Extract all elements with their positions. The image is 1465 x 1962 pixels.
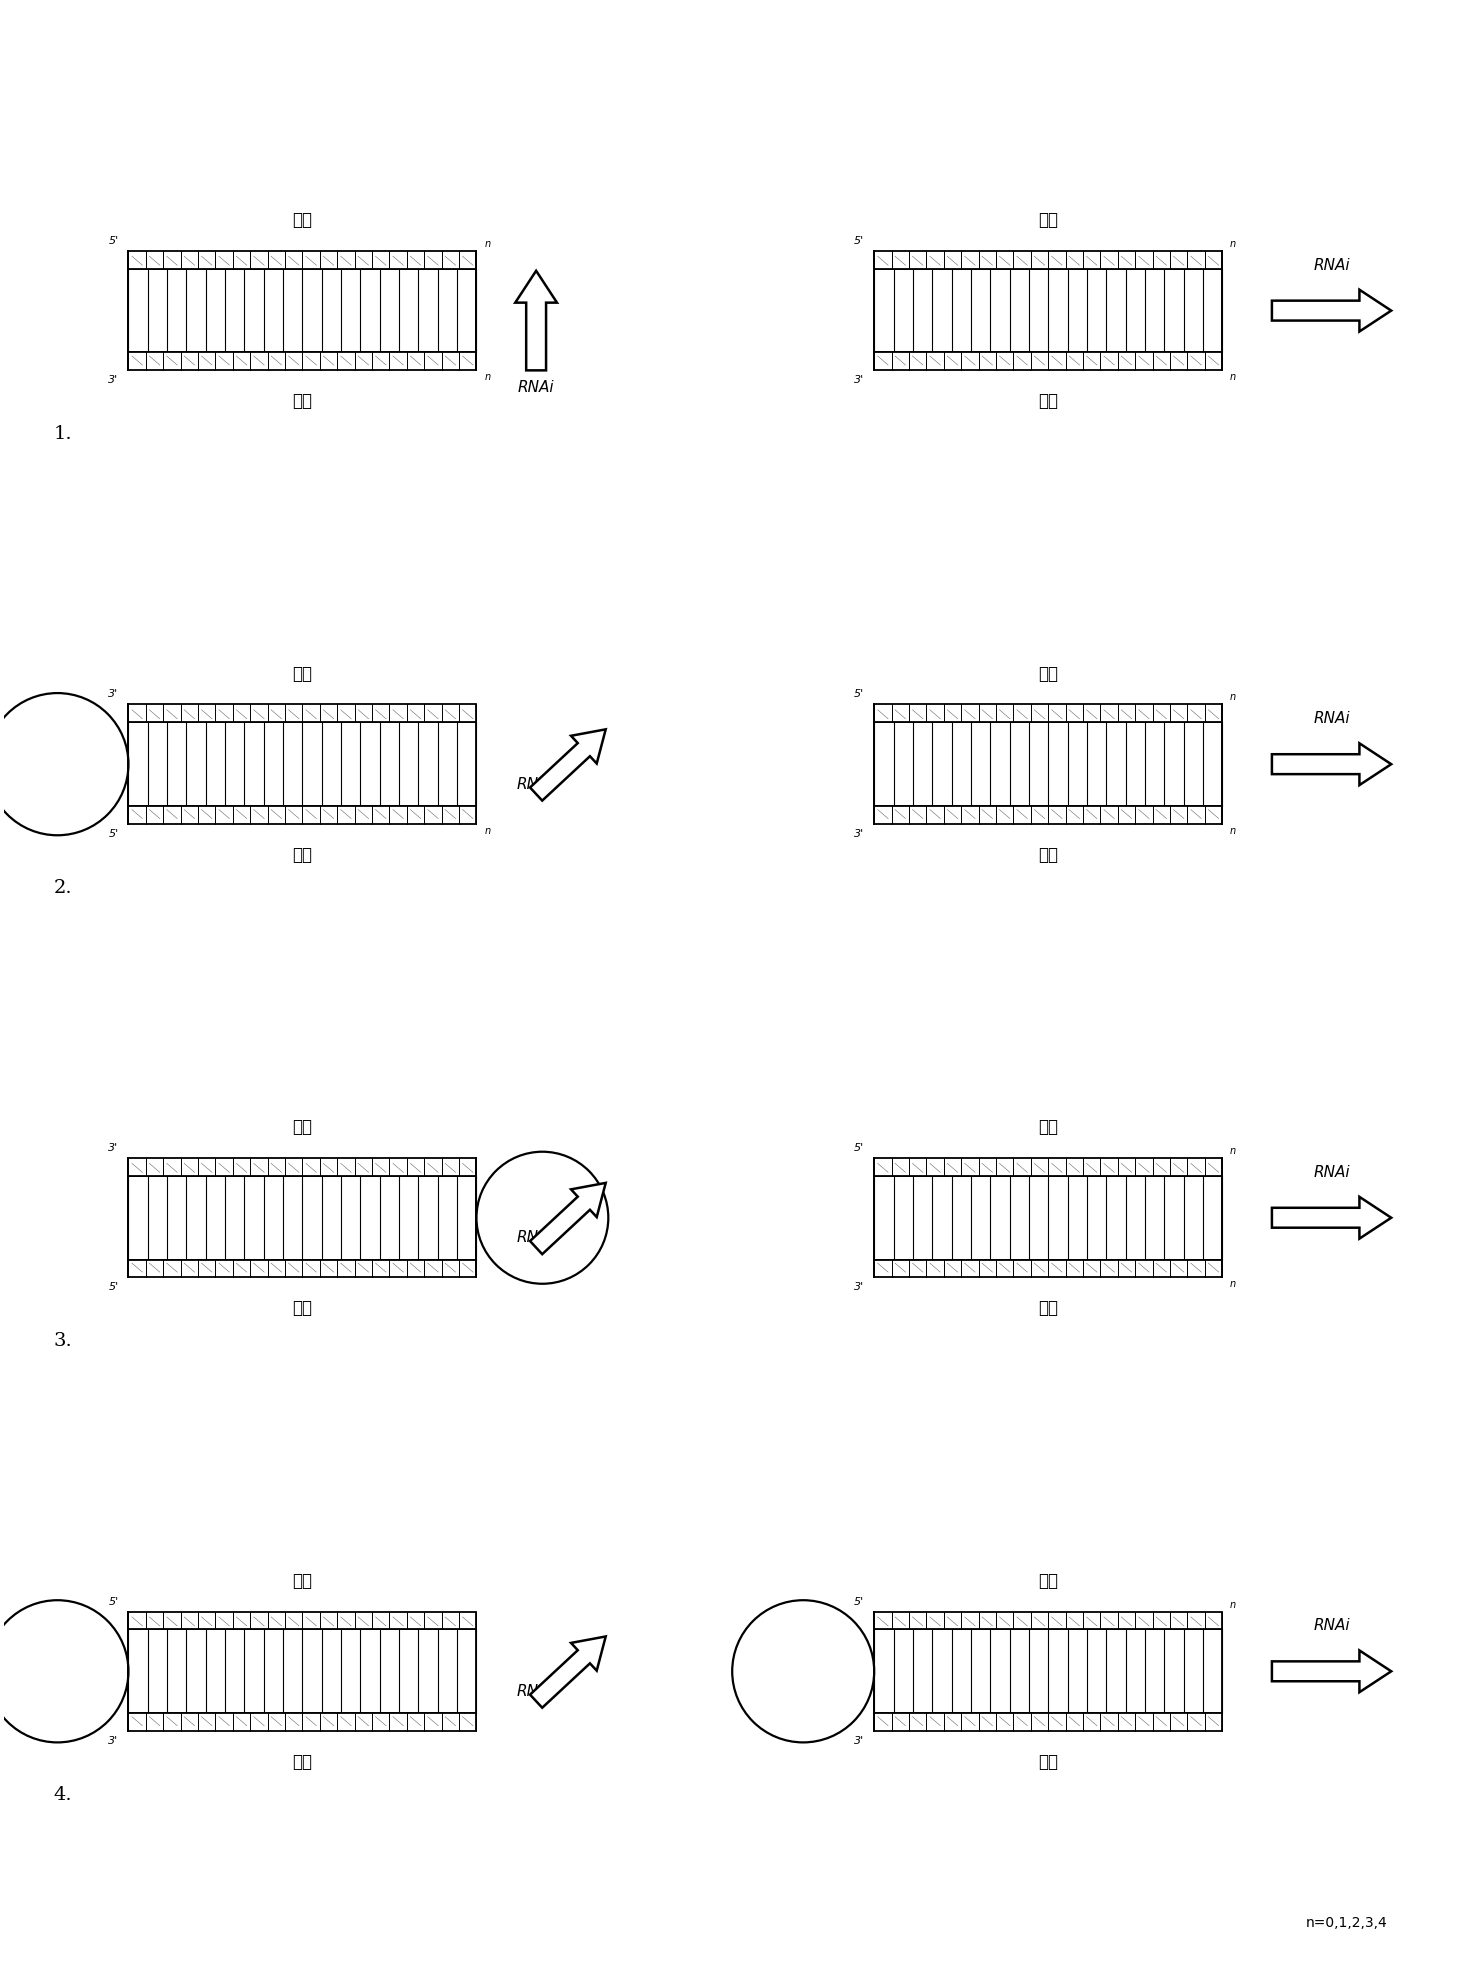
FancyArrow shape: [1272, 1197, 1392, 1238]
Bar: [129, 704, 476, 722]
Bar: [129, 722, 476, 806]
Text: 3': 3': [108, 1736, 119, 1746]
Text: RNAi: RNAi: [1313, 1165, 1349, 1179]
FancyArrow shape: [1272, 1650, 1392, 1691]
Text: 2.: 2.: [54, 879, 72, 897]
Text: 5': 5': [854, 1144, 864, 1154]
Text: 反义: 反义: [1039, 1299, 1058, 1317]
Text: 3': 3': [854, 375, 864, 385]
Text: 有义: 有义: [1039, 1572, 1058, 1589]
Text: RNAi: RNAi: [1313, 712, 1349, 726]
Bar: [875, 1611, 1222, 1630]
Text: 5': 5': [108, 828, 119, 840]
Text: n: n: [1231, 239, 1236, 249]
Text: 3': 3': [854, 1736, 864, 1746]
Text: 5': 5': [108, 235, 119, 245]
Bar: [129, 806, 476, 824]
Bar: [875, 269, 1222, 353]
Bar: [875, 722, 1222, 806]
Bar: [129, 251, 476, 269]
Text: 反义: 反义: [1039, 846, 1058, 863]
Text: 1.: 1.: [54, 426, 72, 443]
Text: n=0,1,2,3,4: n=0,1,2,3,4: [1305, 1917, 1387, 1931]
Bar: [129, 1158, 476, 1175]
Text: RNAi: RNAi: [1313, 1619, 1349, 1634]
Text: 反义: 反义: [293, 846, 312, 863]
Bar: [875, 1260, 1222, 1277]
Text: 有义: 有义: [293, 1572, 312, 1589]
Text: n: n: [485, 373, 491, 383]
Text: 有义: 有义: [293, 1118, 312, 1136]
Text: 5': 5': [854, 1597, 864, 1607]
Text: 3': 3': [854, 1283, 864, 1293]
Text: 3': 3': [108, 689, 119, 698]
FancyArrow shape: [516, 271, 557, 371]
Text: 5': 5': [854, 235, 864, 245]
FancyArrow shape: [530, 1183, 605, 1254]
Text: n: n: [1231, 1146, 1236, 1156]
Bar: [875, 1175, 1222, 1260]
FancyArrow shape: [530, 1636, 605, 1707]
Text: 反义: 反义: [1039, 392, 1058, 410]
Bar: [129, 353, 476, 371]
Bar: [129, 1713, 476, 1730]
FancyArrow shape: [1272, 290, 1392, 332]
Text: 3.: 3.: [54, 1332, 73, 1350]
Bar: [129, 269, 476, 353]
FancyArrow shape: [1272, 744, 1392, 785]
Bar: [129, 1611, 476, 1630]
Text: 5': 5': [854, 689, 864, 698]
Text: n: n: [1231, 1279, 1236, 1289]
Text: RNAi: RNAi: [516, 1230, 552, 1246]
Text: 有义: 有义: [293, 665, 312, 683]
Text: n: n: [485, 826, 491, 836]
Text: 反义: 反义: [293, 1299, 312, 1317]
Text: 有义: 有义: [1039, 1118, 1058, 1136]
Text: 3': 3': [108, 1144, 119, 1154]
Bar: [875, 1158, 1222, 1175]
Text: 有义: 有义: [1039, 665, 1058, 683]
Text: RNAi: RNAi: [516, 1683, 552, 1699]
FancyArrow shape: [530, 730, 605, 800]
Text: 反义: 反义: [1039, 1752, 1058, 1772]
Bar: [875, 704, 1222, 722]
Text: n: n: [1231, 693, 1236, 702]
Text: n: n: [1231, 1599, 1236, 1609]
Bar: [129, 1260, 476, 1277]
Text: 5': 5': [108, 1283, 119, 1293]
Text: 5': 5': [108, 1597, 119, 1607]
Bar: [875, 251, 1222, 269]
Text: RNAi: RNAi: [516, 777, 552, 791]
Text: 3': 3': [854, 828, 864, 840]
Text: n: n: [485, 239, 491, 249]
Text: 反义: 反义: [293, 392, 312, 410]
Bar: [875, 353, 1222, 371]
Text: RNAi: RNAi: [1313, 257, 1349, 273]
Bar: [875, 1630, 1222, 1713]
Bar: [129, 1175, 476, 1260]
Text: n: n: [1231, 826, 1236, 836]
Bar: [875, 806, 1222, 824]
Bar: [875, 1713, 1222, 1730]
Bar: [129, 1630, 476, 1713]
Text: 反义: 反义: [293, 1752, 312, 1772]
Text: 有义: 有义: [293, 212, 312, 230]
Text: 有义: 有义: [1039, 212, 1058, 230]
Text: RNAi: RNAi: [517, 381, 554, 394]
Text: 3': 3': [108, 375, 119, 385]
Text: n: n: [1231, 373, 1236, 383]
Text: 4.: 4.: [54, 1785, 72, 1803]
